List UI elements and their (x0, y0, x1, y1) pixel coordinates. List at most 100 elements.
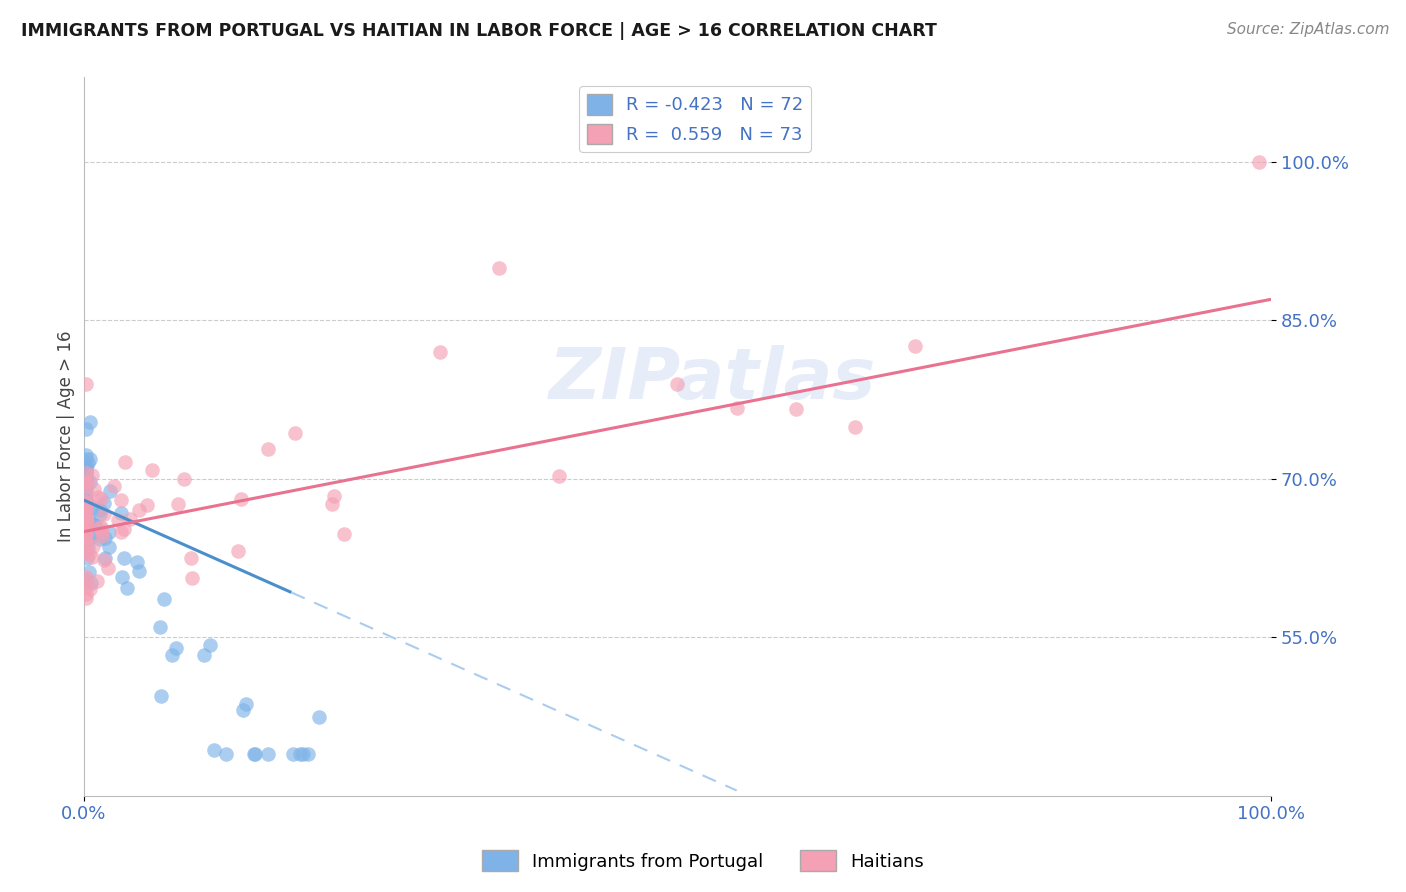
Point (93, 553, 115, 567)
Point (97, 541, 120, 555)
Point (112, 522, 135, 536)
Point (93, 508, 115, 522)
Point (82, 500, 104, 514)
Point (75, 545, 97, 559)
Point (75, 500, 97, 514)
Point (136, 498, 159, 512)
Point (153, 591, 176, 606)
Point (149, 620, 172, 634)
Point (93, 551, 115, 566)
Point (160, 648, 183, 662)
Point (666, 376, 689, 391)
Point (114, 455, 136, 469)
Point (111, 570, 134, 584)
Point (75, 516, 97, 530)
Point (75, 466, 97, 480)
Point (80, 550, 103, 565)
Point (75, 463, 97, 477)
Point (333, 526, 356, 541)
Point (79, 415, 101, 429)
Point (77, 541, 100, 555)
Point (290, 747, 312, 761)
Point (118, 511, 141, 525)
Point (75, 377, 97, 392)
Point (297, 747, 319, 761)
Point (243, 747, 266, 761)
Point (75, 536, 97, 550)
Point (75, 479, 97, 493)
Point (725, 401, 748, 416)
Point (90, 525, 112, 540)
Point (89, 533, 111, 547)
Point (215, 747, 238, 761)
Point (75, 525, 97, 540)
Point (904, 339, 927, 353)
Point (76, 551, 98, 566)
Point (173, 472, 195, 486)
Point (110, 524, 132, 539)
Point (79, 475, 101, 489)
Point (75, 500, 97, 514)
Point (1249, 155, 1271, 169)
Point (75, 490, 97, 504)
Point (128, 565, 150, 579)
Point (844, 420, 866, 434)
Point (198, 638, 221, 652)
Point (75, 422, 97, 436)
Point (110, 507, 132, 521)
Point (75, 458, 97, 473)
Point (75, 493, 97, 508)
Point (75, 464, 97, 478)
Point (115, 581, 138, 595)
Point (75, 502, 97, 516)
Point (125, 555, 148, 569)
Point (76, 457, 98, 471)
Point (75, 481, 97, 495)
Point (79, 582, 101, 596)
Point (75, 537, 97, 551)
Point (75, 485, 97, 500)
Point (75, 587, 97, 601)
Point (112, 551, 135, 566)
Point (75, 524, 97, 538)
Point (75, 475, 97, 489)
Text: IMMIGRANTS FROM PORTUGAL VS HAITIAN IN LABOR FORCE | AGE > 16 CORRELATION CHART: IMMIGRANTS FROM PORTUGAL VS HAITIAN IN L… (21, 22, 936, 40)
Point (150, 689, 173, 703)
Point (75, 513, 97, 527)
Point (80, 530, 103, 544)
Point (79, 575, 101, 590)
Point (89, 507, 111, 521)
Point (429, 345, 451, 359)
Point (75, 500, 97, 515)
Point (75, 581, 97, 595)
Point (75, 524, 97, 538)
Point (90, 520, 112, 534)
Point (94, 531, 117, 545)
Point (86, 574, 108, 588)
Point (128, 503, 150, 517)
Point (75, 591, 97, 605)
Point (75, 529, 97, 543)
Point (110, 493, 132, 508)
Point (193, 648, 215, 662)
Point (75, 574, 97, 588)
Point (256, 442, 278, 456)
Point (75, 475, 97, 490)
Point (75, 533, 97, 548)
Point (281, 747, 304, 761)
Point (321, 497, 343, 511)
Point (232, 703, 254, 717)
Point (75, 546, 97, 560)
Point (76, 515, 98, 529)
Point (180, 550, 202, 565)
Point (243, 747, 266, 761)
Point (75, 448, 97, 462)
Point (75, 459, 97, 474)
Point (91, 529, 114, 543)
Point (75, 494, 97, 508)
Point (75, 475, 97, 490)
Point (785, 401, 807, 416)
Point (83, 482, 105, 496)
Point (284, 426, 307, 441)
Point (202, 743, 225, 757)
